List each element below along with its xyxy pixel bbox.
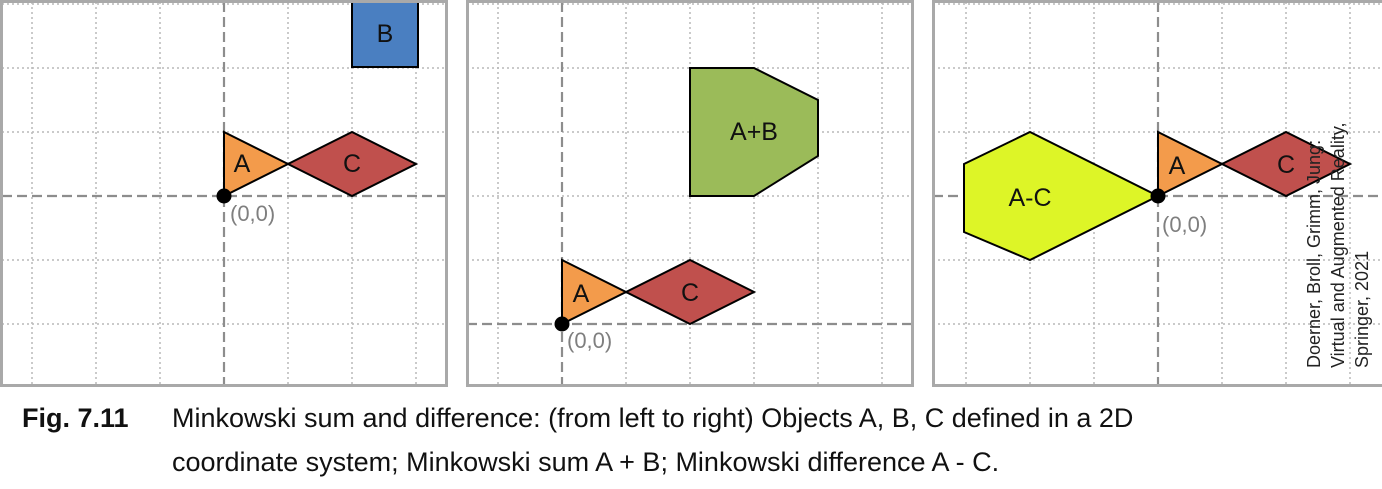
caption-line-2: coordinate system; Minkowski sum A + B; … bbox=[172, 447, 1000, 477]
credit-line-3: Springer, 2021 bbox=[1352, 251, 1372, 368]
shape-c bbox=[1219, 130, 1353, 198]
shape-c bbox=[623, 258, 757, 326]
shape-c-label: C bbox=[681, 279, 699, 307]
panel-minkowski-difference: A-C A C (0,0) Doerner, Broll, Grimm, Jun… bbox=[932, 0, 1382, 387]
shape-a-label: A bbox=[573, 280, 590, 308]
origin-point bbox=[216, 188, 232, 204]
shape-b bbox=[351, 1, 419, 68]
panel-minkowski-sum: A+B A C (0,0) bbox=[466, 0, 914, 387]
panel-3-frame bbox=[932, 0, 1382, 387]
shape-a bbox=[223, 130, 291, 198]
caption-indent bbox=[22, 440, 172, 484]
shape-a-minus-c-label: A-C bbox=[1008, 184, 1051, 212]
credit-line-2: Virtual and Augmented Reality, bbox=[1328, 123, 1348, 369]
shape-a bbox=[561, 258, 629, 326]
credit-text: Doerner, Broll, Grimm, Jung: Virtual and… bbox=[1304, 123, 1372, 369]
shape-c-label: C bbox=[343, 150, 361, 178]
origin-point bbox=[554, 316, 570, 332]
shape-a-plus-b bbox=[689, 67, 819, 197]
origin-point bbox=[1150, 188, 1166, 204]
panel-objects: B A C (0,0) bbox=[0, 0, 448, 387]
shape-a-minus-c bbox=[963, 130, 1161, 262]
shape-a bbox=[1157, 130, 1225, 198]
shape-a-label: A bbox=[1169, 152, 1186, 180]
shape-a-label: A bbox=[234, 150, 251, 178]
credit-line-1: Doerner, Broll, Grimm, Jung: bbox=[1304, 140, 1324, 368]
origin-label: (0,0) bbox=[567, 328, 612, 353]
caption-line-1: Minkowski sum and difference: (from left… bbox=[172, 403, 1134, 433]
panel-2-frame bbox=[466, 0, 914, 387]
origin-label: (0,0) bbox=[1162, 212, 1207, 237]
shape-a-plus-b-label: A+B bbox=[730, 118, 778, 146]
shape-c-label: C bbox=[1277, 151, 1295, 179]
figure-number: Fig. 7.11 bbox=[22, 403, 129, 433]
panel-1-frame bbox=[0, 0, 448, 387]
figure-caption: Fig. 7.11 Minkowski sum and difference: … bbox=[22, 396, 1362, 484]
origin-label: (0,0) bbox=[230, 201, 275, 226]
shape-b-label: B bbox=[377, 20, 394, 48]
shape-c bbox=[285, 130, 419, 198]
